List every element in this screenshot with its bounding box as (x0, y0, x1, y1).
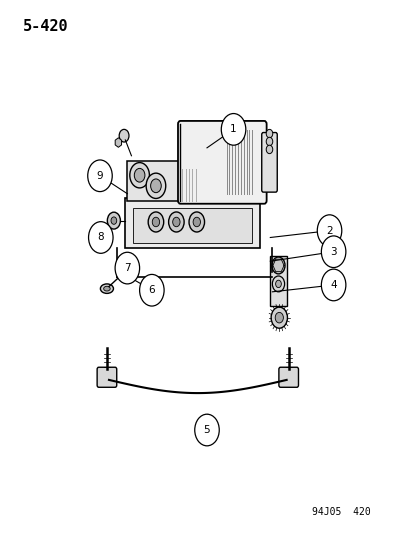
Circle shape (272, 276, 284, 292)
Circle shape (111, 217, 116, 224)
Circle shape (152, 217, 159, 227)
Circle shape (192, 217, 200, 227)
Ellipse shape (100, 284, 113, 293)
Circle shape (150, 179, 161, 192)
Circle shape (271, 257, 284, 274)
Circle shape (134, 168, 145, 182)
Circle shape (88, 222, 113, 253)
Circle shape (221, 114, 245, 145)
Circle shape (316, 215, 341, 246)
Circle shape (148, 212, 163, 232)
Circle shape (266, 145, 272, 154)
Text: 1: 1 (230, 124, 236, 134)
Circle shape (146, 173, 165, 198)
Text: 9: 9 (97, 171, 103, 181)
Text: 5-420: 5-420 (23, 19, 69, 34)
Circle shape (275, 280, 281, 288)
FancyBboxPatch shape (278, 367, 298, 387)
FancyBboxPatch shape (178, 121, 266, 204)
Text: 5: 5 (203, 425, 210, 435)
Circle shape (266, 130, 272, 138)
FancyBboxPatch shape (270, 256, 286, 306)
Text: 6: 6 (148, 285, 155, 295)
Text: 3: 3 (330, 247, 336, 257)
Circle shape (88, 160, 112, 191)
Text: 8: 8 (97, 232, 104, 243)
Circle shape (168, 212, 184, 232)
Circle shape (320, 269, 345, 301)
Text: 2: 2 (325, 225, 332, 236)
Circle shape (275, 312, 282, 323)
FancyBboxPatch shape (133, 208, 252, 243)
Circle shape (115, 252, 139, 284)
Circle shape (271, 307, 287, 328)
Circle shape (172, 217, 180, 227)
FancyBboxPatch shape (261, 133, 277, 192)
Ellipse shape (103, 286, 110, 291)
Circle shape (119, 130, 129, 142)
Circle shape (107, 212, 120, 229)
Circle shape (320, 236, 345, 268)
Text: 94J05  420: 94J05 420 (311, 507, 370, 517)
Circle shape (266, 138, 272, 146)
Polygon shape (125, 198, 259, 248)
Circle shape (139, 274, 164, 306)
Circle shape (194, 414, 219, 446)
Text: 7: 7 (124, 263, 131, 273)
FancyBboxPatch shape (127, 161, 182, 200)
Circle shape (130, 163, 149, 188)
FancyBboxPatch shape (97, 367, 116, 387)
Text: 4: 4 (330, 280, 336, 290)
Circle shape (189, 212, 204, 232)
